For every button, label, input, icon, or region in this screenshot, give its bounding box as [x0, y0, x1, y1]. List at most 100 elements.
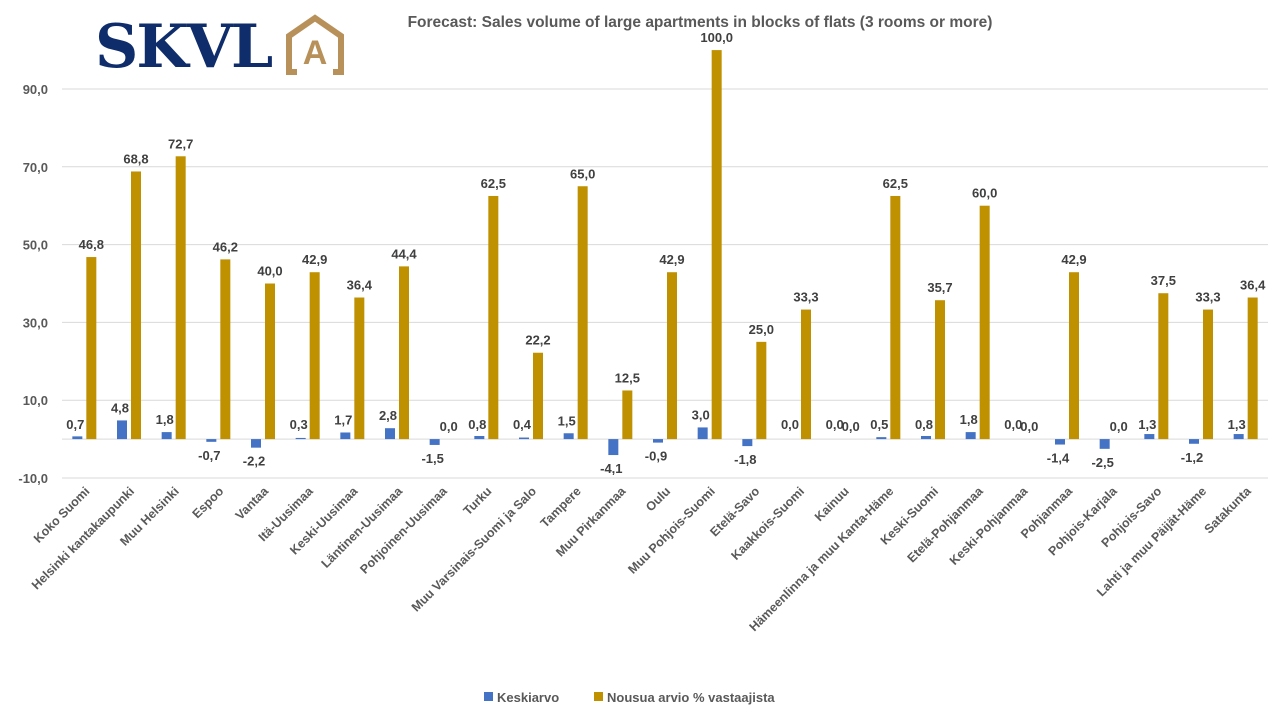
- data-label: 37,5: [1151, 273, 1176, 288]
- bar-nousua: [801, 309, 811, 440]
- data-label: 0,5: [870, 417, 888, 432]
- data-label: 1,3: [1138, 417, 1156, 432]
- data-label: 44,4: [391, 246, 417, 261]
- data-label: 0,4: [513, 417, 532, 432]
- bar-nousua: [354, 297, 365, 440]
- bar-nousua: [622, 390, 633, 440]
- data-label: 42,9: [302, 252, 327, 267]
- category-label: Keski-Pohjanmaa: [947, 483, 1031, 567]
- bar-keskiarvo: [653, 439, 663, 443]
- bar-keskiarvo: [340, 432, 351, 440]
- data-label: 0,0: [1020, 419, 1038, 434]
- bar-keskiarvo: [385, 428, 395, 440]
- data-label: 1,5: [558, 413, 576, 428]
- data-label: 0,7: [66, 417, 84, 432]
- data-label: 65,0: [570, 166, 595, 181]
- gridlines: [62, 88, 1268, 479]
- data-label: -1,2: [1181, 450, 1203, 465]
- bar-keskiarvo: [72, 436, 83, 440]
- logo-mark-letter: A: [303, 34, 328, 72]
- category-label: Etelä-Pohjanmaa: [905, 483, 987, 565]
- data-label: 0,8: [915, 417, 933, 432]
- y-tick-label: -10,0: [18, 471, 48, 486]
- data-label: 2,8: [379, 408, 397, 423]
- data-label: 0,0: [842, 419, 860, 434]
- bar-keskiarvo: [1055, 439, 1065, 445]
- bar-keskiarvo: [563, 433, 574, 440]
- bar-nousua: [86, 257, 97, 440]
- data-label: 68,8: [123, 151, 148, 166]
- bar-keskiarvo: [206, 439, 217, 442]
- data-label: -0,9: [645, 449, 667, 464]
- data-label: -1,4: [1047, 451, 1070, 466]
- bar-nousua: [577, 186, 588, 440]
- bar-keskiarvo: [251, 439, 261, 448]
- bar-keskiarvo: [295, 437, 306, 440]
- data-labels: 0,7 46,8 4,8 68,8 1,8 72,7 -0,7 46,2 -2,2 40,0 0,3…: [66, 30, 1266, 476]
- bar-nousua: [175, 156, 186, 440]
- bar-nousua: [667, 272, 677, 440]
- legend: Keskiarvo Nousua arvio % vastaajista: [484, 690, 775, 705]
- data-label: 0,0: [1004, 417, 1022, 432]
- bar-keskiarvo: [1189, 439, 1199, 444]
- data-label: 1,3: [1228, 417, 1246, 432]
- data-label: 36,4: [1240, 278, 1266, 293]
- data-label: 40,0: [257, 264, 282, 279]
- data-label: 62,5: [481, 176, 506, 191]
- skvl-logo: SKVL A: [95, 12, 355, 82]
- legend-label-nousua: Nousua arvio % vastaajista: [607, 690, 775, 705]
- data-label: -4,1: [600, 461, 622, 476]
- bar-nousua: [265, 283, 275, 440]
- data-label: 62,5: [883, 176, 908, 191]
- bar-keskiarvo: [1099, 439, 1110, 449]
- bar-nousua: [711, 50, 722, 440]
- category-label: Läntinen-Uusimaa: [319, 483, 406, 570]
- data-label: 4,8: [111, 400, 129, 415]
- data-label: 46,2: [213, 239, 238, 254]
- bar-keskiarvo: [608, 439, 619, 456]
- category-label: Vantaa: [233, 483, 272, 522]
- data-label: -0,7: [198, 448, 220, 463]
- data-label: 100,0: [700, 30, 733, 45]
- bar-nousua: [756, 341, 767, 440]
- legend-swatch-keskiarvo: [484, 692, 493, 701]
- data-label: 35,7: [927, 280, 952, 295]
- y-axis-ticks: -10,0 10,0 30,0 50,0 70,0 90,0: [18, 82, 48, 486]
- bar-nousua: [935, 300, 945, 440]
- bar-nousua: [309, 272, 320, 440]
- data-label: 1,7: [334, 412, 352, 427]
- legend-swatch-nousua: [594, 692, 603, 701]
- data-label: 72,7: [168, 136, 193, 151]
- data-label: 25,0: [749, 322, 774, 337]
- bar-nousua: [131, 171, 141, 440]
- data-label: 0,0: [1110, 419, 1128, 434]
- category-label: Espoo: [190, 484, 227, 521]
- house-a-icon: A: [286, 14, 344, 75]
- bar-nousua: [220, 259, 231, 440]
- bar-nousua: [979, 205, 990, 440]
- data-label: 1,8: [960, 412, 978, 427]
- category-label: Satakunta: [1202, 483, 1255, 536]
- bar-nousua: [890, 195, 901, 440]
- data-label: 0,0: [781, 417, 799, 432]
- bar-keskiarvo: [876, 437, 887, 440]
- data-label: 0,0: [440, 419, 458, 434]
- y-tick-label: 90,0: [23, 82, 48, 97]
- bar-nousua: [1158, 293, 1169, 440]
- bars: [72, 50, 1258, 456]
- y-tick-label: 30,0: [23, 315, 48, 330]
- data-label: 36,4: [347, 278, 373, 293]
- logo-wordmark: SKVL: [95, 12, 273, 82]
- data-label: -2,5: [1091, 455, 1113, 470]
- category-label: Tampere: [538, 484, 584, 530]
- y-tick-label: 70,0: [23, 160, 48, 175]
- bar-keskiarvo: [921, 435, 931, 440]
- data-label: 22,2: [525, 333, 550, 348]
- bar-nousua: [488, 195, 499, 440]
- y-tick-label: 50,0: [23, 238, 48, 253]
- data-label: 46,8: [79, 237, 104, 252]
- legend-label-keskiarvo: Keskiarvo: [497, 690, 559, 705]
- bar-keskiarvo: [742, 439, 753, 447]
